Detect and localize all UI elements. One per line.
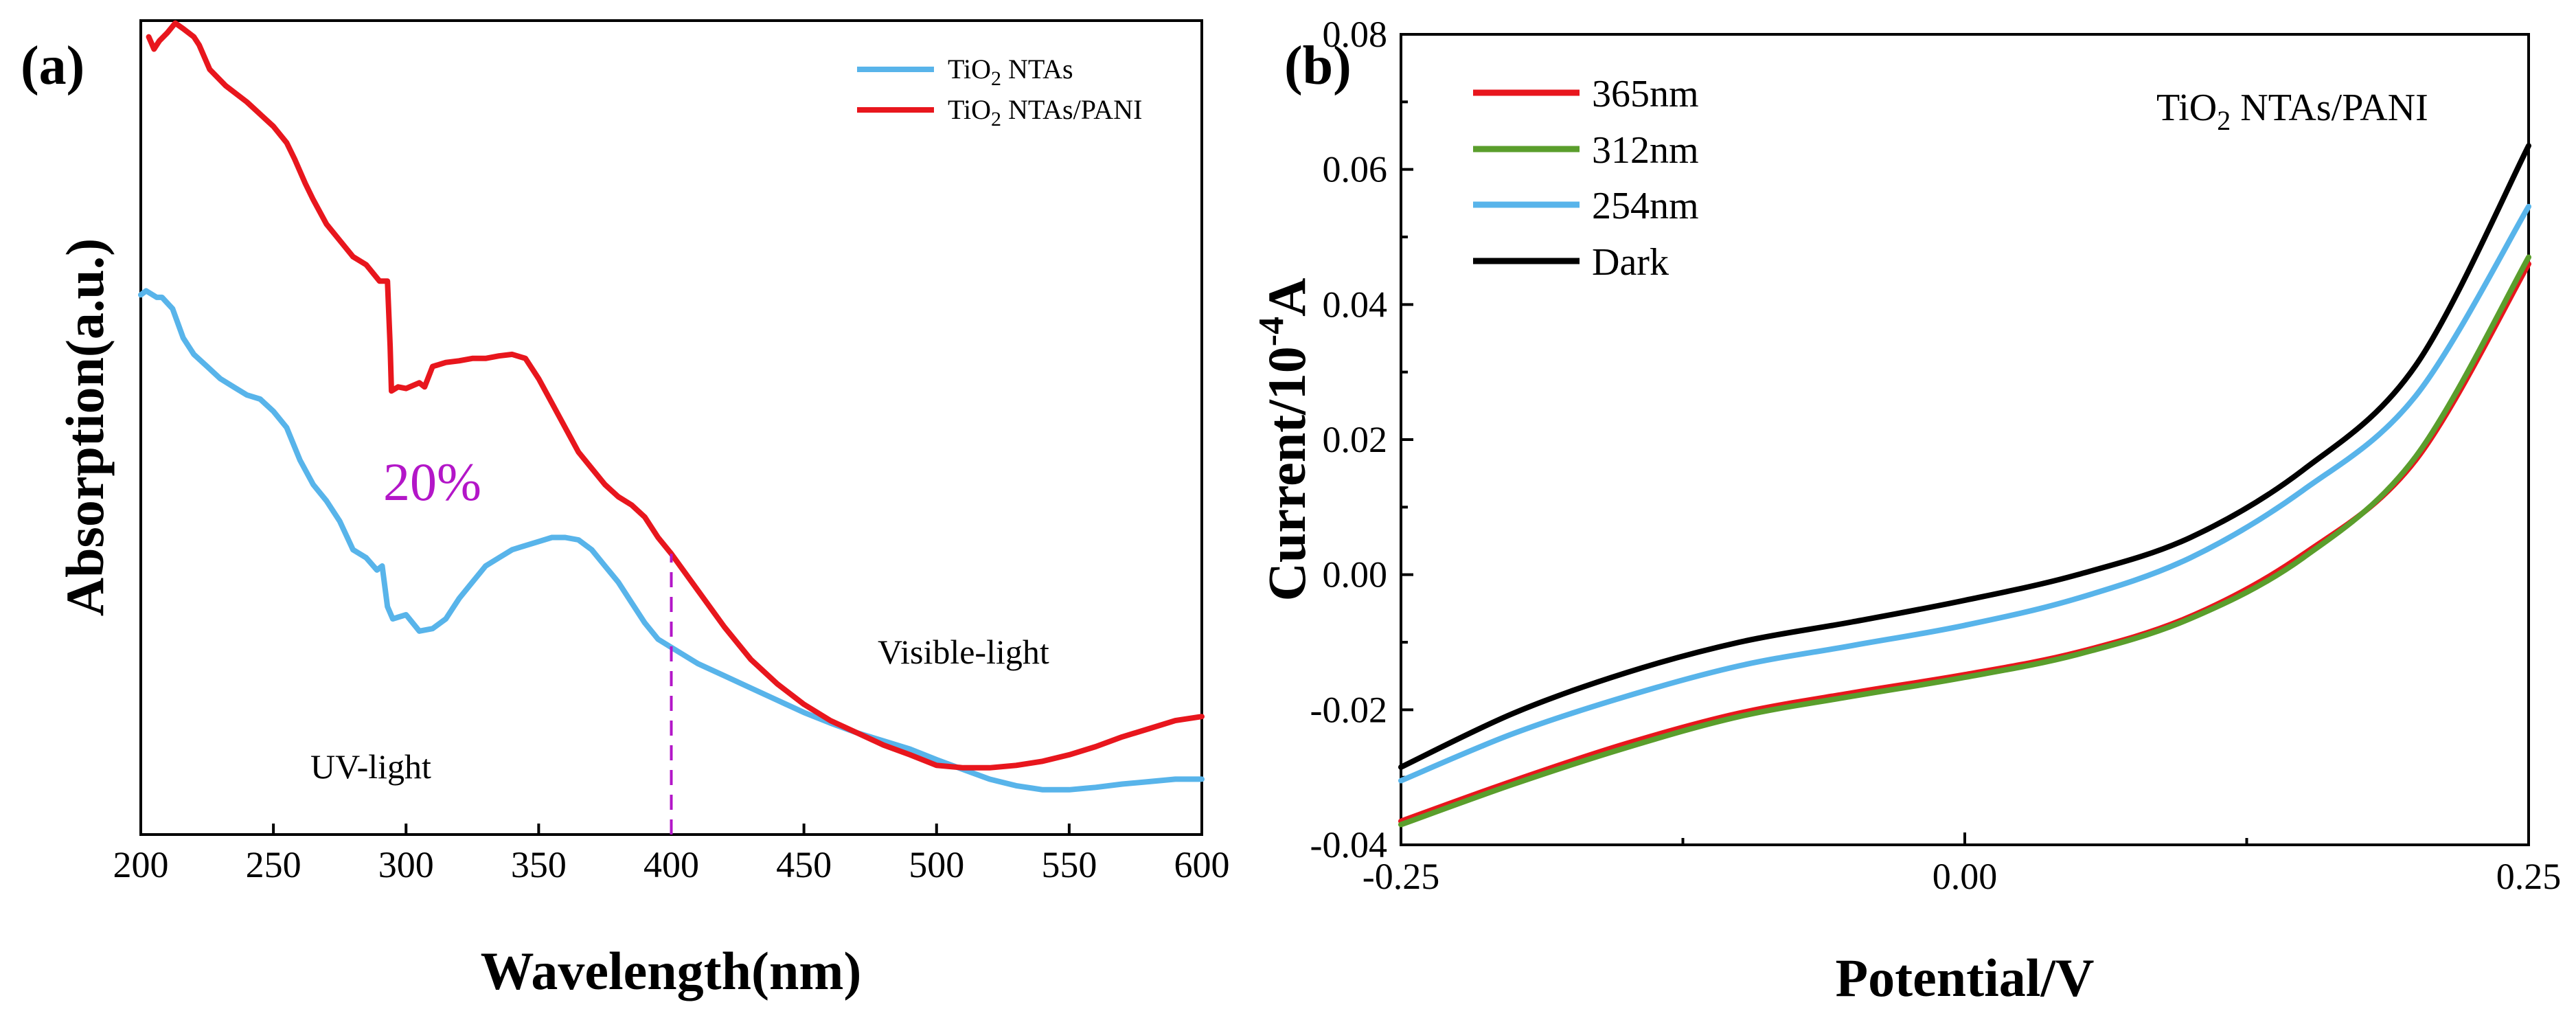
panel-a-x-tick-label: 400 bbox=[643, 844, 699, 885]
legend-b-label-312nm: 312nm bbox=[1592, 129, 1699, 172]
panel-a-x-tick-label: 450 bbox=[776, 844, 832, 885]
panel-b-plot-frame bbox=[1400, 33, 2530, 846]
panel-b-y-tick-label: 0.04 bbox=[1323, 284, 1388, 325]
panel-b-inset-title: TiO2 NTAs/PANI bbox=[2156, 87, 2428, 136]
panel-a-x-tick-label: 600 bbox=[1174, 844, 1230, 885]
legend-b-label-254nm: 254nm bbox=[1592, 185, 1699, 227]
panel-a-x-tick-label: 200 bbox=[113, 844, 169, 885]
panel-a: (a) 200 250 300 350 400 450 500 550 600 20% UV-l… bbox=[21, 19, 1230, 1001]
legend-b-label-dark: Dark bbox=[1592, 241, 1669, 284]
panel-b-x-tick-label: -0.25 bbox=[1363, 856, 1439, 897]
panel-b-y-tick-label: 0.02 bbox=[1323, 419, 1388, 460]
percent-annotation: 20% bbox=[383, 452, 481, 512]
series-line-dark bbox=[1398, 143, 2531, 770]
panel-b-x-tick-label: 0.00 bbox=[1933, 856, 1998, 897]
panel-b-y-tick-label: 0.06 bbox=[1323, 149, 1388, 190]
panel-a-label: (a) bbox=[21, 36, 84, 96]
legend-b-label-365nm: 365nm bbox=[1592, 73, 1699, 115]
panel-a-x-tick-label: 250 bbox=[246, 844, 301, 885]
legend-a-label-tio2-pani: TiO2 NTAs/PANI bbox=[948, 94, 1142, 131]
panel-b-y-tick-label: 0.08 bbox=[1323, 14, 1388, 55]
panel-b-y-tick-label: 0.00 bbox=[1323, 554, 1388, 596]
panel-b-y-tick-label: -0.02 bbox=[1310, 689, 1387, 730]
panel-b-x-tick-label: 0.25 bbox=[2496, 856, 2562, 897]
panel-a-x-axis-title: Wavelength(nm) bbox=[481, 941, 862, 1001]
series-line-365nm bbox=[1398, 261, 2531, 824]
series-line-tio2-ntas-pani bbox=[146, 20, 1205, 771]
panel-b-y-tick-label: -0.04 bbox=[1310, 824, 1387, 865]
panel-b-legend: 365nm 312nm 254nm Dark bbox=[1473, 73, 1699, 284]
panel-a-y-axis-title: Absorption(a.u.) bbox=[55, 238, 115, 616]
uv-light-annotation: UV-light bbox=[310, 747, 431, 786]
series-line-254nm bbox=[1398, 203, 2531, 784]
panel-b-series bbox=[1398, 143, 2531, 828]
panel-a-x-tick-label: 500 bbox=[909, 844, 964, 885]
panel-b-label: (b) bbox=[1284, 36, 1352, 96]
panel-b-x-axis-title: Potential/V bbox=[1836, 948, 2095, 1008]
panel-a-x-tick-label: 300 bbox=[378, 844, 434, 885]
panel-b-y-ticks: -0.04 -0.02 0.00 0.02 0.04 0.06 0.08 bbox=[1310, 14, 1413, 865]
panel-b-x-ticks: -0.25 0.00 0.25 bbox=[1363, 832, 2561, 897]
series-line-312nm bbox=[1398, 254, 2531, 828]
visible-light-annotation: Visible-light bbox=[878, 633, 1049, 671]
panel-a-x-tick-label: 350 bbox=[511, 844, 567, 885]
legend-a-label-tio2: TiO2 NTAs bbox=[948, 54, 1073, 90]
panel-a-plot-frame bbox=[139, 19, 1203, 836]
panel-b-y-axis-title: Current/10-4A bbox=[1252, 278, 1317, 602]
panel-a-series bbox=[138, 20, 1205, 793]
series-line-tio2-ntas bbox=[138, 288, 1205, 793]
panel-a-x-tick-label: 550 bbox=[1041, 844, 1097, 885]
panel-a-x-ticks: 200 250 300 350 400 450 500 550 600 bbox=[113, 824, 1230, 885]
panel-b: (b) -0.25 0.00 0.25 -0.04 -0.02 0.00 0.02 0.04… bbox=[1252, 14, 2561, 1008]
panel-a-legend: TiO2 NTAs TiO2 NTAs/PANI bbox=[857, 54, 1142, 131]
